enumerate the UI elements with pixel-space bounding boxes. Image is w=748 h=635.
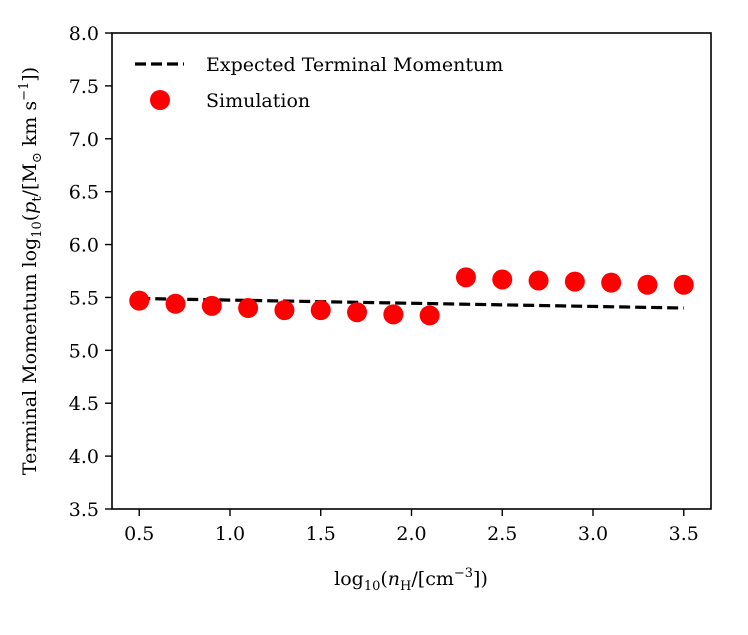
x-axis-label: log10(nH/[cm−3]) [334,566,488,594]
simulation-point [528,270,549,291]
simulation-point [274,300,295,321]
y-tick-label: 6.0 [69,235,99,257]
simulation-point [637,274,658,295]
expected-line [139,296,684,310]
y-tick-label: 3.5 [69,499,99,521]
simulation-point [601,272,622,293]
x-tick-label: 1.5 [306,523,336,545]
x-tick-label: 3.0 [578,523,608,545]
y-tick-label: 4.5 [69,393,99,415]
simulation-point [419,305,440,326]
simulation-point [383,304,404,325]
axes-frame [111,32,712,510]
x-tick-label: 2.0 [396,523,426,545]
y-tick-label: 7.0 [69,129,99,151]
y-tick-label: 4.0 [69,446,99,468]
svg-text:log10(nH/[cm−3]): log10(nH/[cm−3]) [334,566,488,594]
y-tick-label: 5.0 [69,340,99,362]
legend: Expected Terminal Momentum Simulation [135,54,503,112]
y-tick-label: 8.0 [69,23,99,45]
legend-label-expected: Expected Terminal Momentum [206,54,503,76]
legend-dot-marker [150,90,170,110]
y-tick-label: 6.5 [69,182,99,204]
simulation-point [310,300,331,321]
simulation-point [455,267,476,288]
simulation-point [564,271,585,292]
plot-area [129,267,694,326]
y-tick-label: 5.5 [69,287,99,309]
simulation-point [492,269,513,290]
simulation-point [238,298,259,319]
simulation-point [165,293,186,314]
x-tick-label: 3.5 [669,523,699,545]
simulation-point [129,290,150,311]
svg-text:Terminal Momentum log10(pt/[M⊙: Terminal Momentum log10(pt/[M⊙ km s−1]) [17,67,45,475]
simulation-point [347,302,368,323]
legend-label-simulation: Simulation [206,90,310,112]
simulation-point [673,274,694,295]
simulation-point [201,295,222,316]
x-tick-label: 1.0 [215,523,245,545]
y-tick-label: 7.5 [69,76,99,98]
x-tick-label: 2.5 [487,523,517,545]
y-axis: 3.5 4.0 4.5 5.0 5.5 6.0 6.5 7.0 7.5 8.0 [69,23,112,521]
y-axis-label: Terminal Momentum log10(pt/[M⊙ km s−1]) [17,67,45,475]
x-tick-label: 0.5 [124,523,154,545]
x-axis: 0.5 1.0 1.5 2.0 2.5 3.0 3.5 [124,509,699,545]
